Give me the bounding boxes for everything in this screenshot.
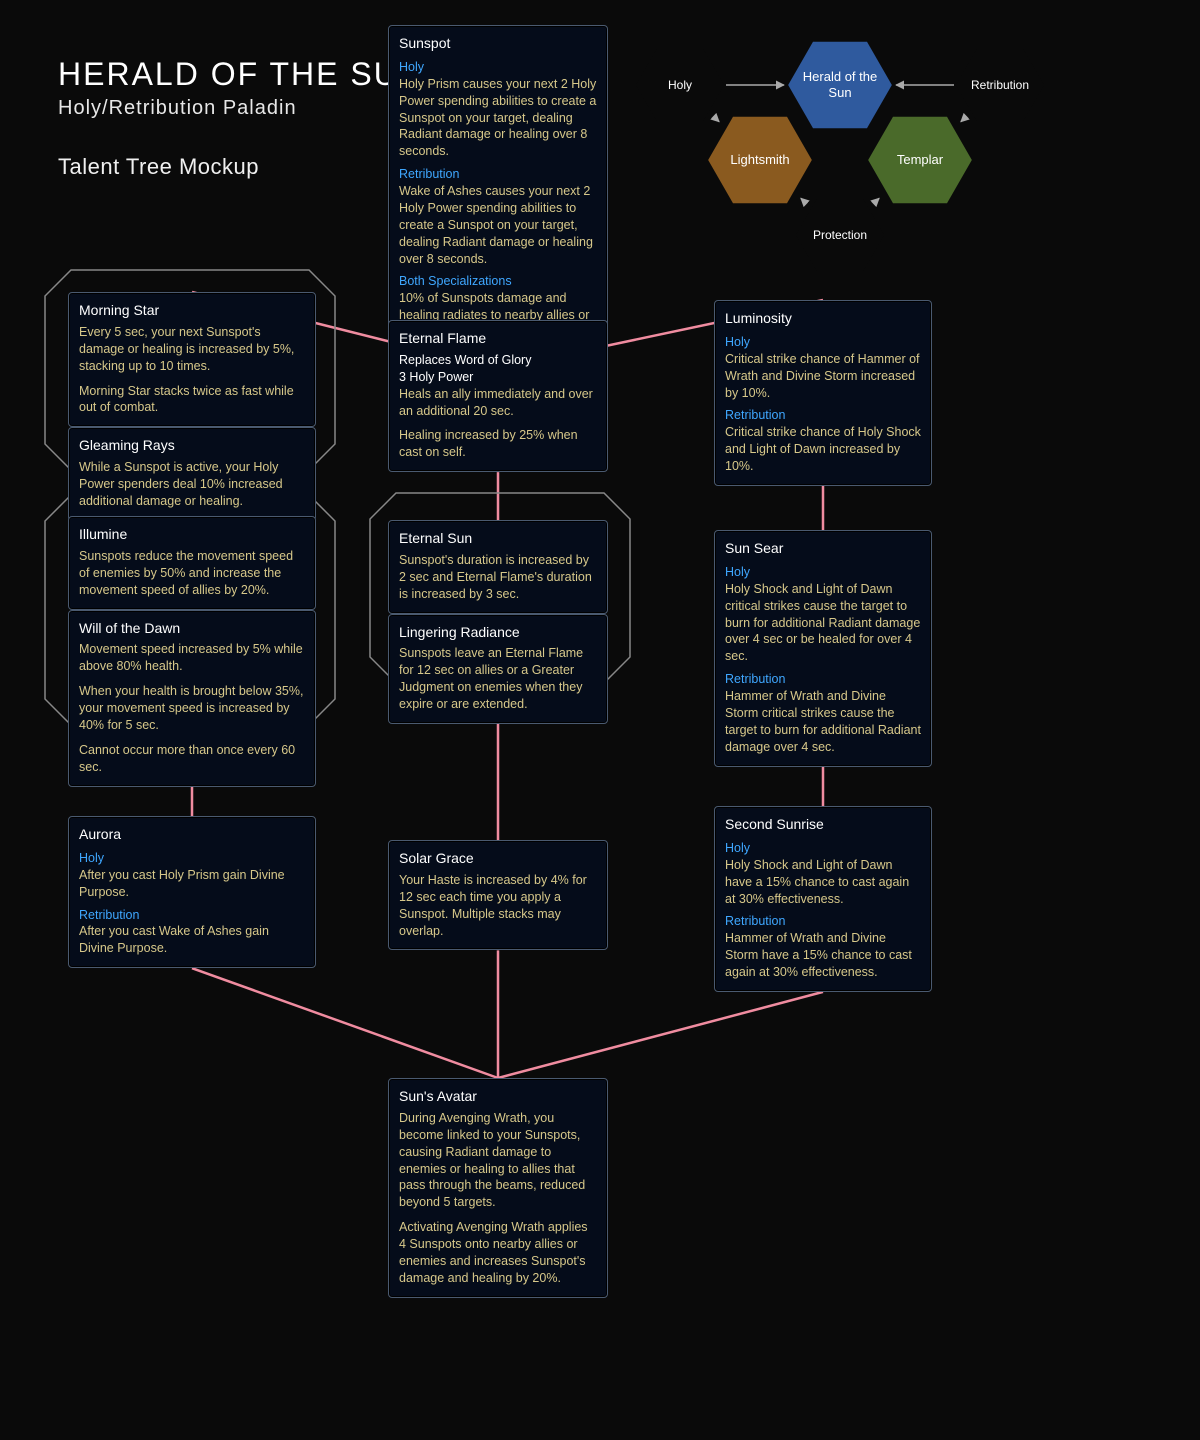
page-title: HERALD OF THE SUN	[58, 56, 424, 93]
talent-text: Movement speed increased by 5% while abo…	[79, 641, 305, 675]
talent-text: Your Haste is increased by 4% for 12 sec…	[399, 872, 597, 940]
talent-text: Hammer of Wrath and Divine Storm critica…	[725, 688, 921, 756]
talent-text: Critical strike chance of Holy Shock and…	[725, 424, 921, 475]
talent-card-second_sunrise: Second Sunrise HolyHoly Shock and Light o…	[714, 806, 932, 992]
hex-node-holy: Holy	[634, 47, 726, 123]
talent-note: Replaces Word of Glory	[399, 352, 597, 369]
header: HERALD OF THE SUN Holy/Retribution Palad…	[58, 56, 424, 180]
spec-label: Both Specializations	[399, 273, 597, 290]
talent-name: Illumine	[79, 525, 305, 544]
page-subtitle: Holy/Retribution Paladin	[58, 97, 424, 120]
talent-text: Healing increased by 25% when cast on se…	[399, 427, 597, 461]
talent-card-sun_sear: Sun Sear HolyHoly Shock and Light of Dawn…	[714, 530, 932, 767]
talent-text: Sunspots leave an Eternal Flame for 12 s…	[399, 645, 597, 713]
talent-card-sunspot: Sunspot HolyHoly Prism causes your next 2…	[388, 25, 608, 369]
talent-card-illumine_group-1: Will of the Dawn Movement speed increased…	[68, 610, 316, 787]
talent-text: Wake of Ashes causes your next 2 Holy Po…	[399, 183, 597, 267]
talent-text: Critical strike chance of Hammer of Wrat…	[725, 351, 921, 402]
spec-label: Holy	[725, 840, 921, 857]
talent-name: Sun's Avatar	[399, 1087, 597, 1106]
hex-node-retribution: Retribution	[954, 47, 1046, 123]
talent-text: Hammer of Wrath and Divine Storm have a …	[725, 930, 921, 981]
talent-text: Every 5 sec, your next Sunspot's damage …	[79, 324, 305, 375]
talent-card-eternal_sun_group-1: Lingering Radiance Sunspots leave an Eter…	[388, 614, 608, 724]
hex-label: Protection	[807, 228, 873, 242]
talent-text: When your health is brought below 35%, y…	[79, 683, 305, 734]
talent-text: Holy Shock and Light of Dawn have a 15% …	[725, 857, 921, 908]
talent-text: After you cast Holy Prism gain Divine Pu…	[79, 867, 305, 901]
page-caption: Talent Tree Mockup	[58, 154, 424, 180]
talent-card-eternal_flame: Eternal Flame Replaces Word of Glory3 Hol…	[388, 320, 608, 472]
talent-text: While a Sunspot is active, your Holy Pow…	[79, 459, 305, 510]
talent-card-illumine_group-0: Illumine Sunspots reduce the movement spe…	[68, 516, 316, 610]
talent-name: Sun Sear	[725, 539, 921, 558]
talent-name: Sunspot	[399, 34, 597, 53]
spec-label: Retribution	[725, 671, 921, 688]
talent-text: Heals an ally immediately and over an ad…	[399, 386, 597, 420]
talent-name: Gleaming Rays	[79, 436, 305, 455]
spec-label: Retribution	[725, 913, 921, 930]
talent-name: Lingering Radiance	[399, 623, 597, 642]
talent-card-luminosity: LuminosityHolyCritical strike chance of …	[714, 300, 932, 486]
spec-label: Holy	[725, 564, 921, 581]
talent-choice-morning_star_group: Morning Star Every 5 sec, your next Sunsp…	[68, 292, 316, 521]
talent-choice-illumine_group: Illumine Sunspots reduce the movement spe…	[68, 516, 316, 787]
spec-label: Holy	[399, 59, 597, 76]
talent-card-morning_star_group-0: Morning Star Every 5 sec, your next Sunsp…	[68, 292, 316, 427]
hex-label: Herald of the Sun	[787, 69, 893, 100]
talent-text: Cannot occur more than once every 60 sec…	[79, 742, 305, 776]
talent-name: Second Sunrise	[725, 815, 921, 834]
talent-text: Morning Star stacks twice as fast while …	[79, 383, 305, 417]
talent-text: During Avenging Wrath, you become linked…	[399, 1110, 597, 1211]
talent-card-suns_avatar: Sun's Avatar During Avenging Wrath, you b…	[388, 1078, 608, 1298]
spec-label: Holy	[725, 334, 921, 351]
talent-text: Sunspot's duration is increased by 2 sec…	[399, 552, 597, 603]
talent-card-aurora: Aurora HolyAfter you cast Holy Prism gain…	[68, 816, 316, 968]
talent-name: Aurora	[79, 825, 305, 844]
talent-name: Will of the Dawn	[79, 619, 305, 638]
spec-label: Holy	[79, 850, 305, 867]
talent-text: Holy Shock and Light of Dawn critical st…	[725, 581, 921, 665]
hex-node-protection: Protection	[794, 197, 886, 273]
hex-label: Holy	[662, 78, 698, 92]
talent-tree-diagram: HERALD OF THE SUN Holy/Retribution Palad…	[0, 0, 1200, 1440]
talent-card-eternal_sun_group-0: Eternal Sun Sunspot's duration is increas…	[388, 520, 608, 614]
talent-note: 3 Holy Power	[399, 369, 597, 386]
talent-text: After you cast Wake of Ashes gain Divine…	[79, 923, 305, 957]
hex-label: Templar	[891, 152, 949, 168]
spec-label: Retribution	[725, 407, 921, 424]
spec-label: Retribution	[79, 907, 305, 924]
hex-label: Lightsmith	[724, 152, 795, 168]
talent-card-solar_grace: Solar Grace Your Haste is increased by 4%…	[388, 840, 608, 950]
talent-name: Eternal Flame	[399, 329, 597, 348]
talent-text: Activating Avenging Wrath applies 4 Suns…	[399, 1219, 597, 1287]
spec-label: Retribution	[399, 166, 597, 183]
hex-node-templar: Templar	[866, 115, 974, 205]
hex-label: Retribution	[965, 78, 1035, 92]
talent-name: Luminosity	[725, 309, 921, 328]
talent-text: Holy Prism causes your next 2 Holy Power…	[399, 76, 597, 160]
talent-name: Morning Star	[79, 301, 305, 320]
talent-name: Solar Grace	[399, 849, 597, 868]
hex-node-herald: Herald of the Sun	[786, 40, 894, 130]
talent-text: Sunspots reduce the movement speed of en…	[79, 548, 305, 599]
hex-node-lightsmith: Lightsmith	[706, 115, 814, 205]
talent-card-morning_star_group-1: Gleaming Rays While a Sunspot is active, …	[68, 427, 316, 521]
talent-name: Eternal Sun	[399, 529, 597, 548]
talent-choice-eternal_sun_group: Eternal Sun Sunspot's duration is increas…	[388, 520, 608, 724]
